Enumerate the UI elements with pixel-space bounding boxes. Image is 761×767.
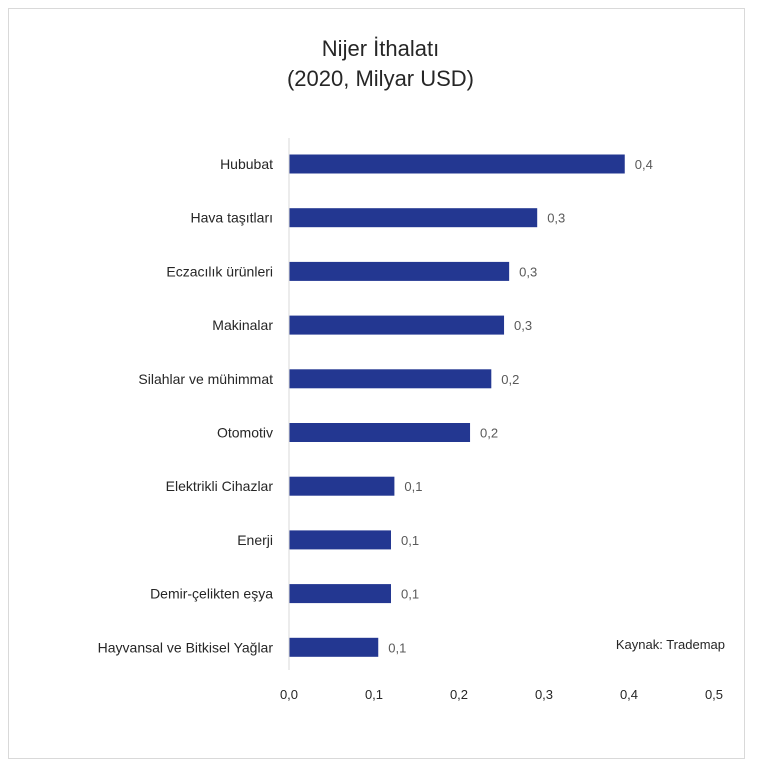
bar	[289, 261, 510, 281]
data-label: 0,3	[519, 264, 537, 279]
x-tick-label: 0,3	[535, 687, 553, 702]
data-label: 0,3	[514, 318, 532, 333]
x-tick-label: 0,5	[705, 687, 723, 702]
bar	[289, 423, 471, 442]
category-label: Silahlar ve mühimmat	[138, 371, 273, 387]
data-label: 0,1	[388, 640, 406, 655]
bar	[289, 369, 492, 389]
data-label: 0,2	[480, 426, 498, 441]
data-label: 0,1	[401, 587, 419, 602]
category-label: Enerji	[237, 532, 273, 548]
bar	[289, 637, 379, 657]
data-label: 0,2	[501, 372, 519, 387]
category-label: Elektrikli Cihazlar	[166, 478, 274, 494]
labels-group: Hububat 0,4 Hava taşıtları 0,3 Eczacılık ürü…	[98, 156, 653, 655]
x-axis-ticks: 0,0 0,1 0,2 0,3 0,4 0,5	[280, 687, 723, 702]
bar	[289, 154, 625, 174]
category-label: Hububat	[220, 156, 273, 172]
x-tick-label: 0,0	[280, 687, 298, 702]
x-tick-label: 0,4	[620, 687, 638, 702]
data-label: 0,1	[401, 533, 419, 548]
bar	[289, 476, 395, 496]
bar	[289, 315, 505, 335]
bar	[289, 208, 538, 228]
data-label: 0,3	[547, 211, 565, 226]
category-label: Demir-çelikten eşya	[150, 586, 273, 602]
category-label: Eczacılık ürünleri	[166, 263, 273, 279]
category-label: Hava taşıtları	[191, 210, 273, 226]
bar	[289, 584, 391, 604]
category-label: Makinalar	[212, 317, 273, 333]
chart-subtitle: (2020, Milyar USD)	[286, 66, 475, 91]
category-label: Otomotiv	[217, 425, 273, 441]
bar	[289, 530, 391, 550]
data-label: 0,1	[404, 479, 422, 494]
x-tick-label: 0,1	[365, 687, 383, 702]
bars-group	[289, 154, 625, 657]
chart-title: Nijer İthalatı	[321, 36, 440, 61]
x-tick-label: 0,2	[450, 687, 468, 702]
data-label: 0,4	[635, 157, 653, 172]
category-label: Hayvansal ve Bitkisel Yağlar	[98, 639, 274, 655]
source-annotation: Kaynak: Trademap	[616, 637, 725, 652]
